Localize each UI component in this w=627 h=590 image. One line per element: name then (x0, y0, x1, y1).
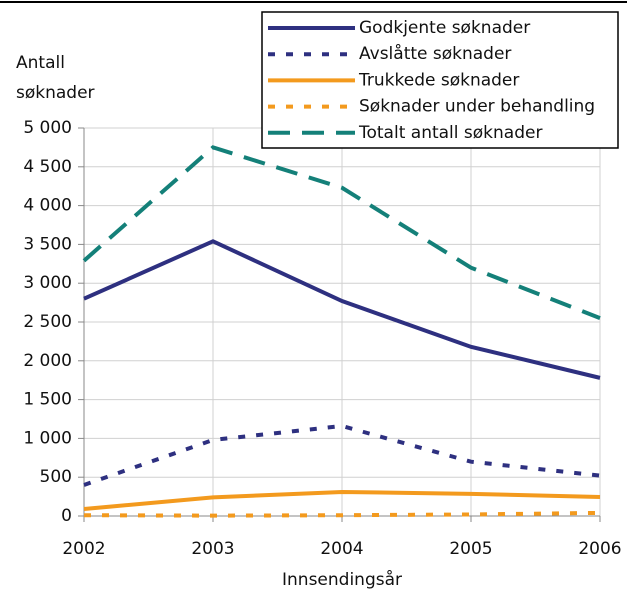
y-tick-label: 1 500 (23, 390, 72, 410)
y-tick-label: 4 500 (23, 157, 72, 177)
x-tick-label: 2002 (62, 539, 105, 559)
series-line (83, 489, 601, 512)
x-tick-label: 2005 (449, 539, 492, 559)
y-axis-label: Antall søknader (16, 53, 95, 103)
x-axis-label: Innsendingsår (282, 569, 402, 590)
x-tick-label: 2004 (320, 539, 363, 559)
x-tick-label: 2006 (578, 539, 621, 559)
series-line (83, 239, 601, 380)
legend-label: Søknader under behandling (359, 97, 595, 117)
y-tick-label: 500 (40, 467, 72, 487)
y-tick-label: 4 000 (23, 196, 72, 216)
y-tick-label: 2 000 (23, 351, 72, 371)
y-tick-label: 3 000 (23, 273, 72, 293)
legend-label: Trukkede søknader (358, 70, 519, 90)
series-line (83, 423, 601, 487)
y-tick-label: 0 (61, 506, 72, 526)
legend-label: Avslåtte søknader (359, 43, 511, 64)
x-tick-label: 2003 (191, 539, 234, 559)
legend-label: Godkjente søknader (359, 18, 530, 38)
series-line (83, 510, 601, 518)
legend-label: Totalt antall søknader (358, 123, 542, 143)
y-tick-label: 5 000 (23, 118, 72, 138)
series-line (82, 145, 601, 320)
y-tick-label: 3 500 (23, 234, 72, 254)
legend: Godkjente søknader Avslåtte søknader Trukk… (261, 11, 619, 149)
y-tick-label: 2 500 (23, 312, 72, 332)
y-tick-label: 1 000 (23, 428, 72, 448)
